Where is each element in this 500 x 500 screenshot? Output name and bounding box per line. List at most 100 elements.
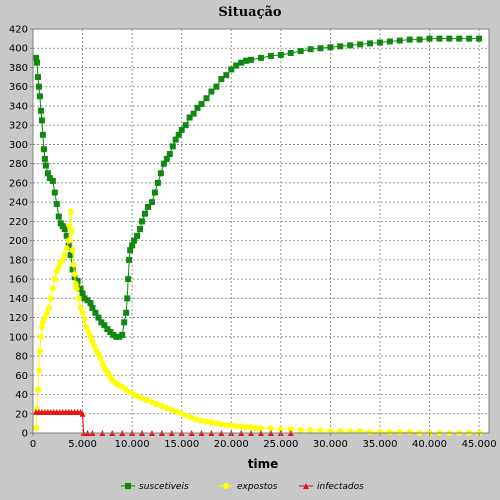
data-point-suscetiveis [87,300,94,307]
data-point-expostos [61,252,68,259]
y-tick-label: 420 [9,25,28,36]
x-tick-label: 5.000 [68,439,97,450]
data-point-suscetiveis [157,170,164,177]
data-point-expostos [47,295,54,302]
data-point-suscetiveis [327,44,334,51]
data-point-suscetiveis [186,114,193,121]
data-point-expostos [39,319,46,326]
legend-label: expostos [237,482,278,492]
data-point-suscetiveis [65,242,72,249]
data-point-suscetiveis [267,52,274,59]
y-axis: 0 20 40 60 80 100 120 140 160 180 200 220 240 260 280 3… [9,25,33,440]
data-point-expostos [70,261,77,268]
data-point-expostos [87,333,94,340]
data-point-suscetiveis [151,189,158,196]
data-point-suscetiveis [33,59,40,66]
data-point-expostos [63,245,70,252]
data-point-expostos [91,343,98,350]
data-point-expostos [68,228,75,234]
data-point-suscetiveis [190,110,197,117]
data-point-expostos [71,271,78,278]
y-tick-label: 320 [9,121,28,132]
data-point-suscetiveis [163,155,170,162]
data-point-expostos [34,386,41,393]
data-point-expostos [183,412,190,419]
y-tick-label: 80 [15,352,28,363]
data-point-expostos [208,419,215,426]
x-tick-label: 15.000 [164,439,199,450]
data-point-suscetiveis [154,179,161,186]
data-point-suscetiveis [169,143,176,150]
data-point-suscetiveis [131,237,138,244]
data-point-suscetiveis [243,57,250,64]
y-tick-label: 260 [9,178,28,189]
data-point-suscetiveis [476,35,483,42]
data-point-expostos [213,420,220,427]
data-point-suscetiveis [134,232,141,239]
data-point-expostos [277,426,284,433]
data-point-expostos [297,427,304,434]
data-point-expostos [198,417,205,424]
data-point-suscetiveis [386,38,393,45]
data-point-expostos [83,324,90,331]
data-point-suscetiveis [203,95,210,102]
data-point-suscetiveis [137,226,144,233]
data-point-suscetiveis [228,66,235,73]
data-point-suscetiveis [436,35,443,42]
legend-label: suscetiveis [139,482,189,492]
data-point-suscetiveis [77,285,84,292]
data-point-expostos [233,423,240,430]
y-tick-label: 360 [9,82,28,93]
data-point-suscetiveis [233,62,240,69]
data-point-expostos [317,427,324,434]
data-point-suscetiveis [208,88,215,95]
data-point-suscetiveis [223,72,230,79]
data-point-expostos [75,295,82,302]
data-point-expostos [79,309,86,316]
data-point-suscetiveis [248,56,255,63]
data-point-expostos [367,429,374,436]
legend-marker [303,483,309,489]
data-point-suscetiveis [396,37,403,44]
x-tick-label: 35.000 [362,439,397,450]
data-point-expostos [173,408,180,415]
legend-item-infectados: infectados [299,482,364,492]
data-point-suscetiveis [37,107,44,114]
y-tick-label: 180 [9,255,28,266]
data-point-suscetiveis [213,83,220,90]
data-point-expostos [38,324,45,331]
y-tick-label: 40 [15,390,28,401]
x-tick-label: 0 [30,439,36,450]
data-point-suscetiveis [35,83,42,90]
data-point-suscetiveis [44,170,51,177]
data-point-suscetiveis [92,309,99,316]
data-point-suscetiveis [466,35,473,42]
data-point-expostos [59,256,66,263]
data-point-suscetiveis [89,304,96,311]
data-point-expostos [267,425,274,432]
data-point-suscetiveis [38,117,45,124]
data-point-expostos [228,422,235,429]
y-tick-label: 140 [9,294,28,305]
data-point-expostos [35,367,42,374]
data-point-suscetiveis [74,278,81,285]
y-tick-label: 0 [22,429,28,440]
y-tick-label: 60 [15,371,28,382]
data-point-suscetiveis [123,309,130,316]
data-point-suscetiveis [124,295,131,302]
data-point-suscetiveis [139,218,146,225]
data-point-expostos [253,425,260,432]
data-point-expostos [43,309,50,316]
data-point-expostos [85,329,92,335]
data-point-expostos [188,414,195,421]
data-point-expostos [73,285,80,292]
data-point-suscetiveis [172,136,179,143]
data-point-suscetiveis [61,226,68,233]
x-tick-label: 45.000 [462,439,497,450]
data-point-expostos [65,237,72,244]
data-point-suscetiveis [182,122,189,129]
data-point-suscetiveis [127,247,134,254]
plot-area [33,29,489,433]
data-point-expostos [287,426,294,433]
data-point-suscetiveis [277,51,284,58]
